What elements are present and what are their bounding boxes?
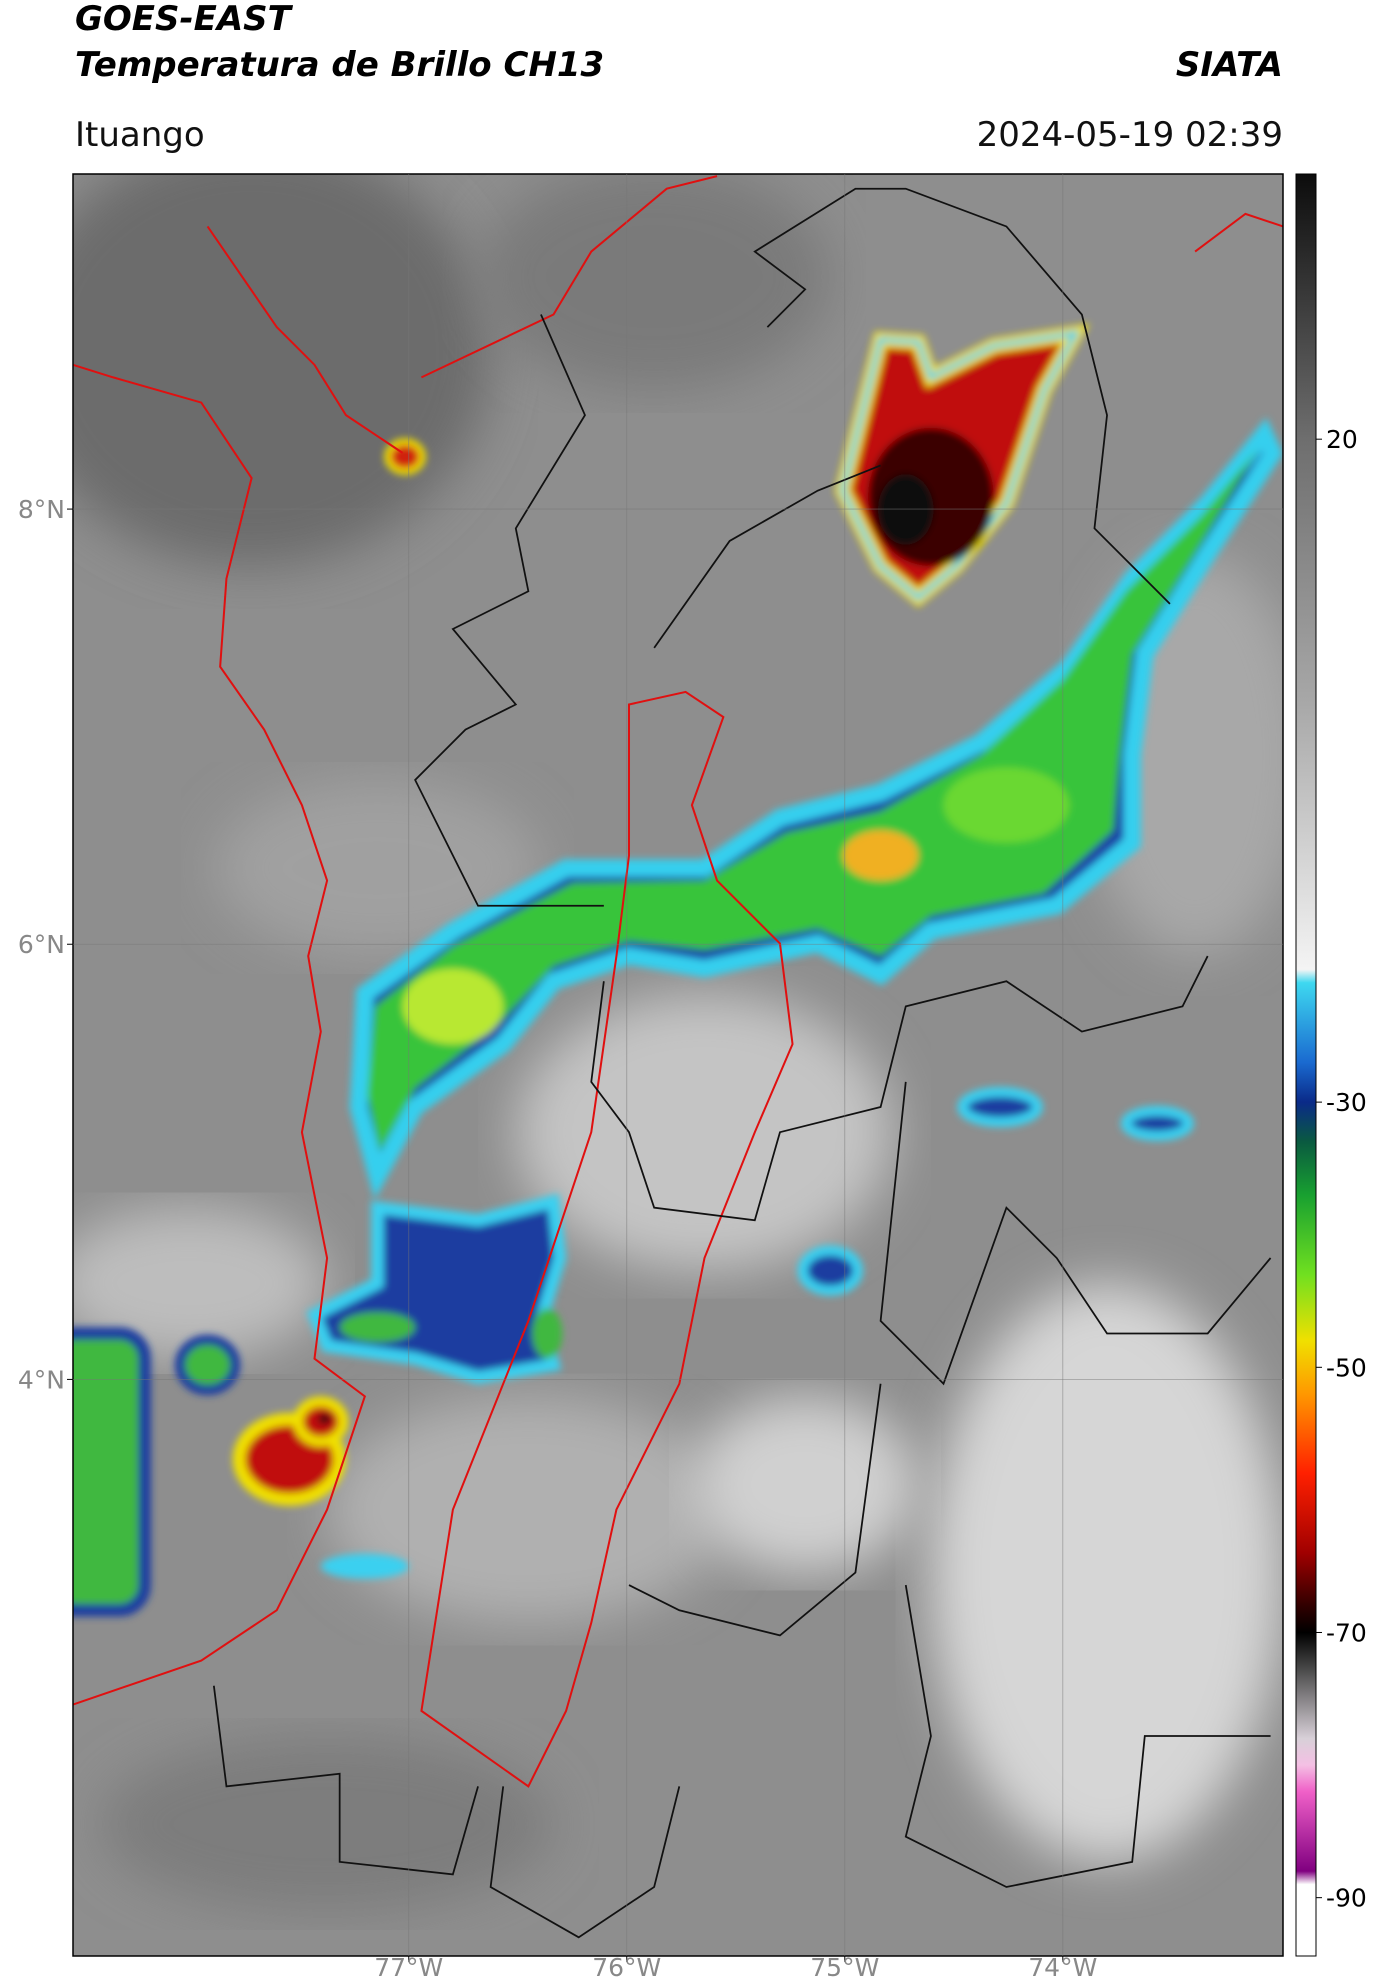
x-tick-label: 75°W	[810, 1953, 879, 1981]
x-tick-label: 74°W	[1028, 1953, 1097, 1981]
colorbar-tick-label: -90	[1326, 1884, 1367, 1913]
title: GOES-EAST	[75, 0, 294, 39]
map-image	[73, 174, 1283, 1956]
timestamp: 2024-05-19 02:39	[977, 115, 1283, 155]
y-tick-label: 8°N	[18, 495, 65, 524]
x-tick-label: 77°W	[374, 1953, 443, 1981]
subtitle: Temperatura de Brillo CH13	[75, 45, 604, 85]
x-tick-label: 76°W	[592, 1953, 661, 1981]
colorbar: 20 -30 -50 -70 -90	[1295, 173, 1367, 1957]
colorbar-tick-label: -30	[1326, 1088, 1367, 1117]
map-frame	[72, 173, 1284, 1957]
axes: 77°W 76°W 75°W 74°W 8°N 6°N 4°N	[18, 174, 1283, 1982]
y-tick-label: 6°N	[18, 930, 65, 959]
colorbar-tick-label: 20	[1326, 425, 1358, 454]
colorbar-fill	[1295, 173, 1317, 1957]
colorbar-tick-label: -70	[1326, 1618, 1367, 1647]
location: Ituango	[75, 115, 205, 155]
y-tick-label: 4°N	[18, 1365, 65, 1394]
agency: SIATA	[1176, 45, 1283, 85]
colorbar-tick-label: -50	[1326, 1353, 1367, 1382]
